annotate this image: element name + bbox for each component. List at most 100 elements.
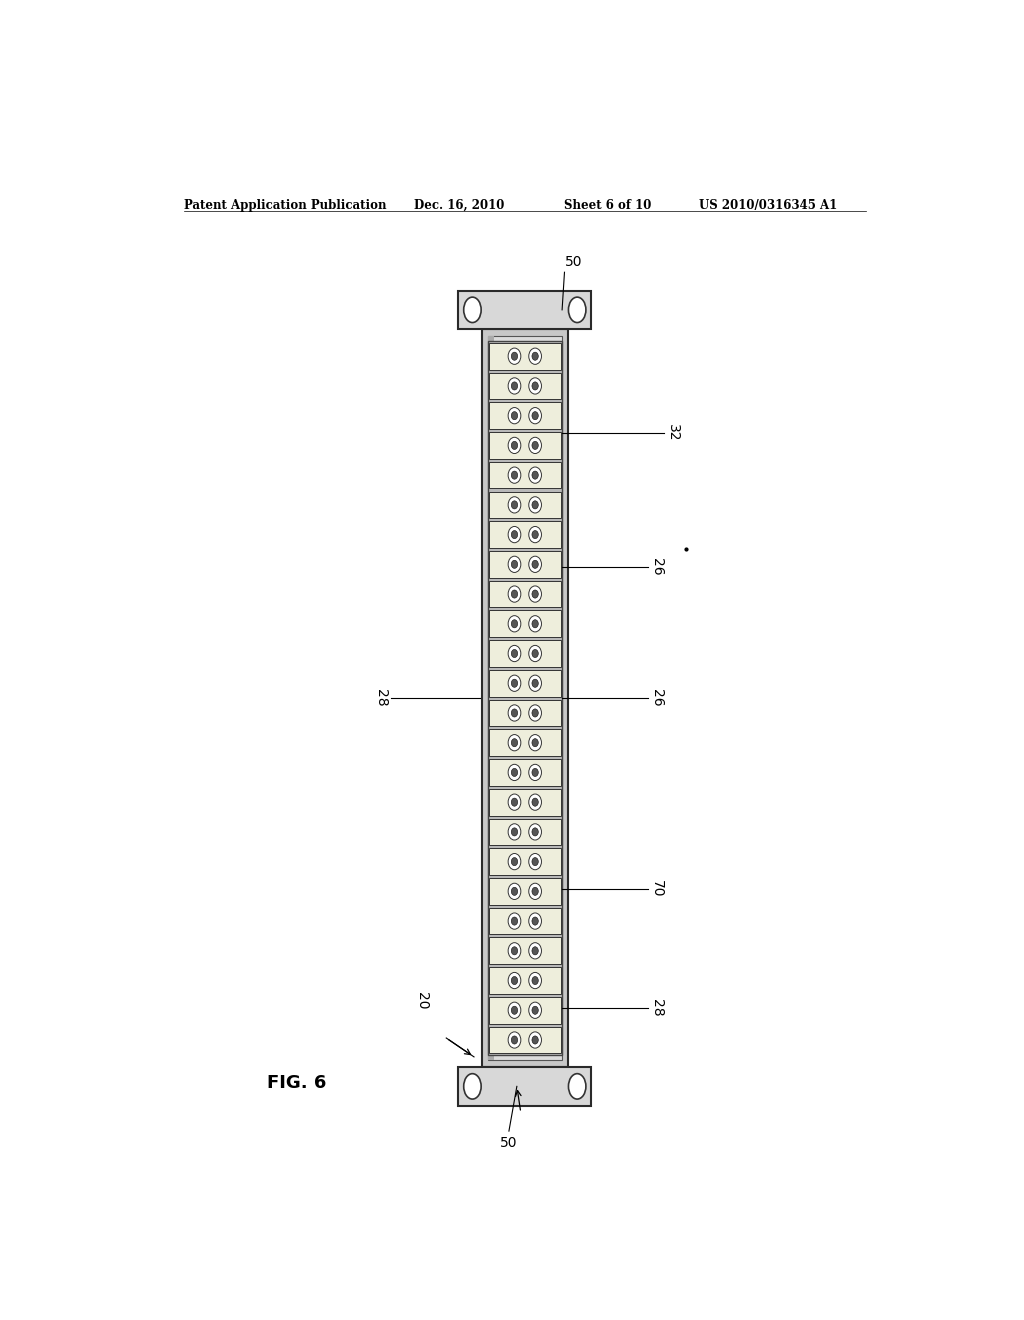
Circle shape — [508, 1032, 521, 1048]
Circle shape — [511, 828, 518, 836]
Bar — [489, 700, 560, 726]
Bar — [489, 581, 560, 607]
Bar — [489, 789, 560, 816]
Circle shape — [508, 824, 521, 840]
Circle shape — [531, 560, 539, 569]
Circle shape — [531, 531, 539, 539]
Circle shape — [508, 527, 521, 543]
Circle shape — [508, 854, 521, 870]
Circle shape — [511, 471, 518, 479]
Circle shape — [528, 942, 542, 958]
Circle shape — [531, 590, 539, 598]
Circle shape — [508, 913, 521, 929]
Circle shape — [528, 883, 542, 899]
Circle shape — [511, 649, 518, 657]
Circle shape — [531, 441, 539, 450]
Circle shape — [528, 1002, 542, 1019]
Bar — [489, 937, 560, 964]
Circle shape — [531, 828, 539, 836]
Bar — [487, 337, 562, 1060]
Text: 50: 50 — [500, 1137, 518, 1150]
Bar — [489, 521, 560, 548]
Circle shape — [528, 348, 542, 364]
Circle shape — [511, 977, 518, 985]
Bar — [489, 908, 560, 935]
Text: Patent Application Publication: Patent Application Publication — [183, 199, 386, 213]
Circle shape — [531, 709, 539, 717]
Circle shape — [508, 705, 521, 721]
Circle shape — [531, 946, 539, 954]
Bar — [458, 290, 592, 329]
Circle shape — [508, 675, 521, 692]
Text: 26: 26 — [650, 689, 665, 708]
Text: Dec. 16, 2010: Dec. 16, 2010 — [414, 199, 504, 213]
Text: 20: 20 — [416, 993, 429, 1010]
Circle shape — [528, 437, 542, 454]
Circle shape — [508, 764, 521, 780]
Circle shape — [511, 381, 518, 389]
Circle shape — [511, 946, 518, 954]
Circle shape — [511, 352, 518, 360]
Bar — [489, 849, 560, 875]
Text: 32: 32 — [666, 425, 680, 442]
Circle shape — [511, 1006, 518, 1014]
Circle shape — [528, 556, 542, 573]
Bar — [489, 550, 560, 578]
Circle shape — [511, 441, 518, 450]
Circle shape — [508, 586, 521, 602]
Bar — [489, 372, 560, 399]
Circle shape — [531, 412, 539, 420]
Bar — [458, 1067, 592, 1106]
Bar — [487, 337, 494, 1060]
Ellipse shape — [464, 297, 481, 322]
Circle shape — [531, 649, 539, 657]
Circle shape — [531, 977, 539, 985]
Circle shape — [511, 680, 518, 688]
Circle shape — [508, 942, 521, 958]
Bar — [489, 818, 560, 845]
Bar — [489, 1027, 560, 1053]
Circle shape — [531, 471, 539, 479]
Circle shape — [528, 645, 542, 661]
Circle shape — [511, 858, 518, 866]
Text: 28: 28 — [375, 689, 388, 708]
Text: 28: 28 — [650, 999, 665, 1016]
Circle shape — [528, 913, 542, 929]
Circle shape — [528, 408, 542, 424]
Circle shape — [528, 795, 542, 810]
Circle shape — [531, 799, 539, 807]
Circle shape — [508, 378, 521, 395]
Circle shape — [508, 496, 521, 513]
Text: 26: 26 — [650, 558, 665, 576]
Circle shape — [531, 1006, 539, 1014]
Circle shape — [531, 680, 539, 688]
Circle shape — [511, 799, 518, 807]
Circle shape — [531, 352, 539, 360]
Ellipse shape — [568, 297, 586, 322]
Circle shape — [531, 1036, 539, 1044]
Circle shape — [508, 467, 521, 483]
Circle shape — [508, 348, 521, 364]
Bar — [489, 491, 560, 519]
Circle shape — [528, 675, 542, 692]
Ellipse shape — [464, 1073, 481, 1100]
Circle shape — [528, 824, 542, 840]
Text: US 2010/0316345 A1: US 2010/0316345 A1 — [699, 199, 838, 213]
Circle shape — [531, 619, 539, 628]
Bar — [489, 997, 560, 1023]
Ellipse shape — [568, 1073, 586, 1100]
Bar — [489, 730, 560, 756]
Circle shape — [511, 531, 518, 539]
Circle shape — [528, 496, 542, 513]
Bar — [489, 462, 560, 488]
Circle shape — [508, 734, 521, 751]
Circle shape — [531, 381, 539, 389]
Circle shape — [508, 973, 521, 989]
Circle shape — [508, 883, 521, 899]
Circle shape — [508, 556, 521, 573]
Circle shape — [528, 973, 542, 989]
Circle shape — [511, 590, 518, 598]
Circle shape — [528, 854, 542, 870]
Circle shape — [528, 705, 542, 721]
Circle shape — [531, 887, 539, 895]
